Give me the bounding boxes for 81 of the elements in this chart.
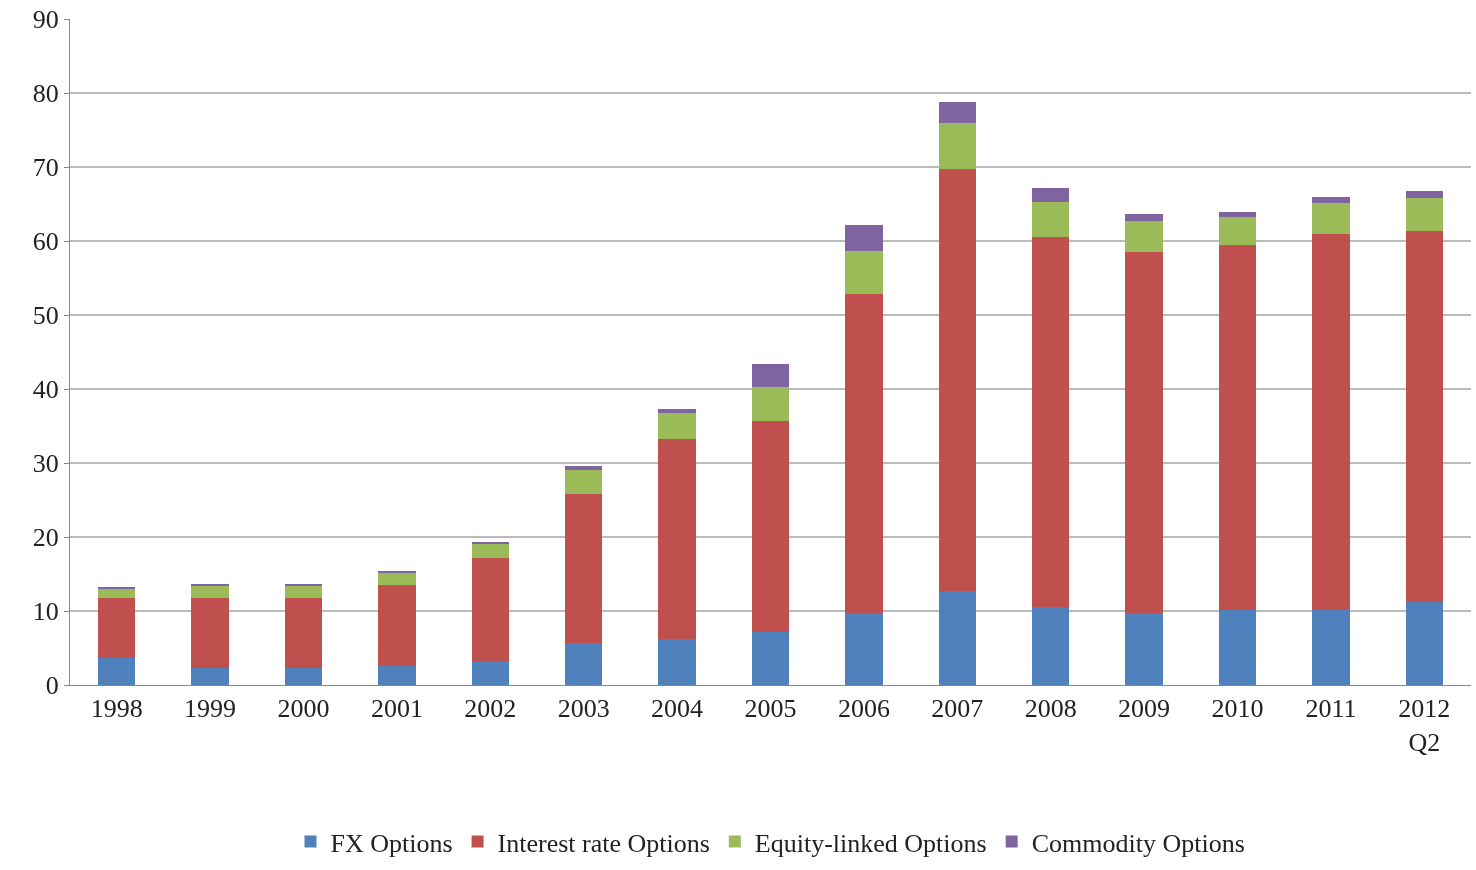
bar	[471, 558, 509, 662]
bar	[284, 598, 323, 668]
bar	[1312, 609, 1350, 685]
bar	[565, 494, 603, 643]
x-tick-label: 2000	[277, 694, 330, 724]
x-tick-label: 2006	[837, 694, 890, 724]
bar	[1405, 230, 1443, 603]
x-tick-label: 2001	[370, 694, 423, 724]
x-tick-label: 2004	[651, 694, 704, 724]
bar	[378, 665, 416, 685]
bar	[1312, 234, 1350, 610]
bar	[938, 122, 976, 170]
bar	[1032, 188, 1070, 202]
x-tick-label: 2009	[1118, 694, 1171, 724]
x-tick-label: 2002	[464, 694, 517, 724]
bar	[1032, 236, 1070, 607]
y-tick-label: 0	[45, 671, 59, 701]
bar	[658, 639, 696, 685]
x-tick-label: 1999	[184, 694, 237, 724]
bar	[1032, 201, 1070, 237]
y-tick-label: 10	[32, 597, 59, 627]
bar	[938, 591, 976, 685]
bar	[191, 585, 229, 599]
x-tick-label: 2008	[1024, 694, 1077, 724]
bar	[378, 572, 416, 586]
legend-label: Commodity Options	[1031, 828, 1245, 858]
bar	[658, 408, 696, 413]
bar	[845, 293, 883, 614]
x-tick-label: 1998	[90, 694, 143, 724]
y-tick-label: 70	[32, 153, 59, 183]
bar	[1032, 606, 1070, 685]
bar	[98, 657, 136, 685]
bar	[845, 224, 883, 251]
x-tick-label: 2007	[931, 694, 984, 724]
bar	[751, 420, 790, 633]
y-tick-label: 50	[32, 301, 59, 331]
x-tick-label: 2010	[1211, 694, 1264, 724]
bar	[1125, 252, 1163, 614]
bar	[284, 667, 323, 685]
bar	[1218, 217, 1257, 246]
bar	[471, 661, 509, 685]
bar	[1312, 203, 1350, 235]
bar	[1218, 609, 1257, 685]
bar	[1125, 214, 1163, 222]
legend-label: FX Options	[330, 828, 453, 858]
y-tick-label: 30	[32, 449, 59, 479]
bar	[1125, 221, 1163, 253]
bar	[1405, 602, 1443, 685]
bar	[471, 543, 509, 559]
y-tick-label: 60	[32, 227, 59, 257]
bar	[1125, 613, 1163, 685]
bar	[1312, 196, 1350, 204]
bar	[378, 585, 416, 666]
bar	[845, 250, 883, 294]
bar	[751, 386, 790, 421]
bar	[658, 412, 696, 440]
bar	[1218, 245, 1257, 610]
bar	[191, 667, 229, 685]
legend-label: Interest rate Options	[497, 828, 710, 858]
bar	[191, 598, 229, 668]
y-tick-label: 90	[32, 5, 59, 35]
y-tick-label: 20	[32, 523, 59, 553]
bar	[751, 632, 790, 685]
bar	[658, 439, 696, 640]
y-tick-label: 80	[32, 79, 59, 109]
bar	[1405, 198, 1443, 231]
bar	[565, 642, 603, 685]
bar	[938, 169, 976, 592]
bar	[845, 613, 883, 685]
legend-label: Equity-linked Options	[754, 828, 987, 858]
bar	[751, 363, 790, 387]
y-tick-label: 40	[32, 375, 59, 405]
x-tick-label: 2005	[744, 694, 797, 724]
bar	[1405, 191, 1443, 199]
bar	[938, 101, 976, 123]
bar	[98, 598, 136, 658]
x-tick-label: 2012 Q2	[1398, 694, 1451, 757]
x-tick-label: 2011	[1305, 694, 1357, 724]
x-tick-label: 2003	[557, 694, 610, 724]
bar	[1218, 212, 1257, 218]
bar	[565, 470, 603, 495]
